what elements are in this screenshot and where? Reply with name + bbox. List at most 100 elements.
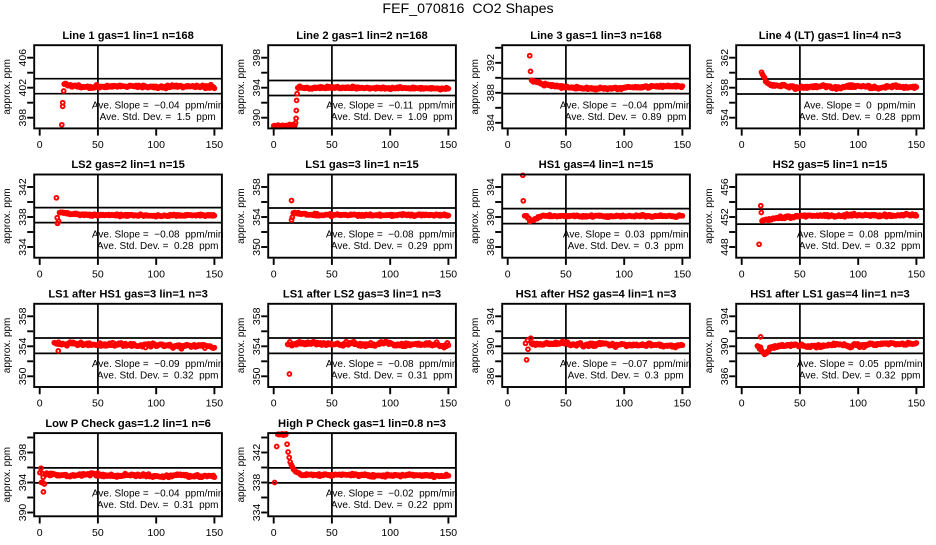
svg-text:354: 354 [251, 208, 263, 226]
svg-text:100: 100 [849, 139, 867, 151]
svg-text:approx. ppm: approx. ppm [470, 318, 481, 374]
svg-text:High P Check gas=1 lin=0.8 n=3: High P Check gas=1 lin=0.8 n=3 [278, 418, 446, 430]
svg-text:50: 50 [794, 398, 806, 410]
svg-text:150: 150 [908, 139, 926, 151]
svg-text:386: 386 [485, 238, 497, 256]
svg-text:Ave. Std. Dev. = 1.5 ppm: Ave. Std. Dev. = 1.5 ppm [100, 112, 216, 123]
svg-text:Ave. Std. Dev. = 0.32 ppm: Ave. Std. Dev. = 0.32 ppm [97, 371, 219, 382]
svg-text:0: 0 [271, 139, 277, 151]
svg-text:334: 334 [251, 504, 263, 522]
svg-text:50: 50 [326, 139, 338, 151]
svg-text:150: 150 [440, 268, 458, 280]
svg-text:150: 150 [206, 268, 224, 280]
svg-text:50: 50 [92, 139, 104, 151]
svg-text:Ave. Std. Dev. = 1.09 ppm: Ave. Std. Dev. = 1.09 ppm [331, 112, 453, 123]
svg-text:Line 4 (LT) gas=1 lin=4 n=3: Line 4 (LT) gas=1 lin=4 n=3 [759, 30, 901, 42]
svg-text:50: 50 [794, 139, 806, 151]
svg-text:100: 100 [849, 268, 867, 280]
svg-text:350: 350 [17, 367, 29, 385]
svg-text:0: 0 [739, 268, 745, 280]
svg-text:392: 392 [485, 54, 497, 72]
svg-text:HS1 after HS2 gas=4 lin=1 n=3: HS1 after HS2 gas=4 lin=1 n=3 [516, 289, 677, 301]
svg-text:358: 358 [251, 307, 263, 325]
svg-text:390: 390 [485, 208, 497, 226]
svg-text:50: 50 [326, 527, 338, 539]
svg-text:0: 0 [505, 398, 511, 410]
svg-text:Ave. Std. Dev. = 0.22 ppm: Ave. Std. Dev. = 0.22 ppm [331, 500, 453, 511]
svg-text:approx. ppm: approx. ppm [470, 59, 481, 115]
svg-text:386: 386 [485, 367, 497, 385]
svg-text:0: 0 [739, 398, 745, 410]
svg-text:Ave. Slope = −0.04 ppm/min: Ave. Slope = −0.04 ppm/min [560, 100, 692, 111]
svg-text:LS1 after HS1 gas=3 lin=1 n=3: LS1 after HS1 gas=3 lin=1 n=3 [48, 289, 208, 301]
svg-text:Line 2 gas=1 lin=2 n=168: Line 2 gas=1 lin=2 n=168 [296, 30, 428, 42]
svg-text:100: 100 [381, 139, 399, 151]
svg-text:approx. ppm: approx. ppm [236, 318, 247, 374]
svg-text:0: 0 [271, 398, 277, 410]
svg-text:150: 150 [440, 139, 458, 151]
svg-text:Ave. Slope = 0.03 ppm/min: Ave. Slope = 0.03 ppm/min [563, 230, 689, 241]
svg-text:150: 150 [206, 398, 224, 410]
svg-text:Line 1 gas=1 lin=1 n=168: Line 1 gas=1 lin=1 n=168 [62, 30, 194, 42]
svg-text:150: 150 [908, 398, 926, 410]
svg-text:approx. ppm: approx. ppm [2, 318, 13, 374]
svg-text:350: 350 [251, 367, 263, 385]
svg-text:100: 100 [615, 139, 633, 151]
svg-text:Ave. Std. Dev. = 0.31 ppm: Ave. Std. Dev. = 0.31 ppm [97, 500, 219, 511]
svg-text:354: 354 [17, 337, 29, 355]
svg-text:456: 456 [719, 178, 731, 196]
svg-text:Ave. Slope = −0.04 ppm/min: Ave. Slope = −0.04 ppm/min [92, 488, 224, 499]
svg-text:Ave. Std. Dev. = 0.32 ppm: Ave. Std. Dev. = 0.32 ppm [799, 241, 921, 252]
svg-text:384: 384 [485, 114, 497, 132]
svg-text:Ave. Slope = −0.09 ppm/min: Ave. Slope = −0.09 ppm/min [92, 359, 224, 370]
svg-text:448: 448 [719, 238, 731, 256]
svg-text:50: 50 [560, 139, 572, 151]
svg-text:50: 50 [326, 268, 338, 280]
svg-text:0: 0 [37, 268, 43, 280]
svg-text:FEF_070816 CO2 Shapes: FEF_070816 CO2 Shapes [382, 1, 553, 17]
svg-text:150: 150 [674, 398, 692, 410]
svg-text:150: 150 [674, 268, 692, 280]
svg-text:150: 150 [908, 268, 926, 280]
svg-text:Ave. Slope = −0.02 ppm/min: Ave. Slope = −0.02 ppm/min [326, 488, 458, 499]
svg-text:approx. ppm: approx. ppm [704, 188, 715, 244]
svg-text:approx. ppm: approx. ppm [236, 447, 247, 503]
svg-text:100: 100 [381, 268, 399, 280]
svg-text:150: 150 [674, 139, 692, 151]
svg-text:LS2 gas=2 lin=1 n=15: LS2 gas=2 lin=1 n=15 [71, 159, 185, 171]
svg-text:HS1 after LS1 gas=4 lin=1 n=3: HS1 after LS1 gas=4 lin=1 n=3 [750, 289, 910, 301]
svg-text:100: 100 [147, 139, 165, 151]
svg-text:390: 390 [719, 337, 731, 355]
svg-text:358: 358 [251, 178, 263, 196]
svg-text:388: 388 [485, 84, 497, 102]
svg-text:Ave. Slope = −0.08 ppm/min: Ave. Slope = −0.08 ppm/min [326, 230, 458, 241]
svg-text:approx. ppm: approx. ppm [236, 59, 247, 115]
svg-text:Ave. Slope = −0.07 ppm/min: Ave. Slope = −0.07 ppm/min [560, 359, 692, 370]
svg-text:100: 100 [381, 527, 399, 539]
svg-text:402: 402 [17, 79, 29, 97]
svg-text:394: 394 [719, 307, 731, 325]
svg-text:50: 50 [794, 268, 806, 280]
svg-text:approx. ppm: approx. ppm [704, 318, 715, 374]
svg-text:0: 0 [37, 398, 43, 410]
svg-text:150: 150 [440, 398, 458, 410]
svg-text:50: 50 [560, 398, 572, 410]
svg-text:approx. ppm: approx. ppm [2, 188, 13, 244]
svg-text:HS2 gas=5 lin=1 n=15: HS2 gas=5 lin=1 n=15 [773, 159, 888, 171]
svg-text:Ave. Slope = 0.05 ppm/min: Ave. Slope = 0.05 ppm/min [797, 359, 923, 370]
svg-text:354: 354 [719, 109, 731, 127]
svg-text:394: 394 [17, 474, 29, 492]
svg-text:390: 390 [251, 109, 263, 127]
svg-text:398: 398 [17, 444, 29, 462]
svg-text:Ave. Std. Dev. = 0.89 ppm: Ave. Std. Dev. = 0.89 ppm [565, 112, 687, 123]
svg-text:50: 50 [326, 398, 338, 410]
svg-text:338: 338 [17, 208, 29, 226]
svg-text:0: 0 [37, 527, 43, 539]
svg-text:100: 100 [381, 398, 399, 410]
svg-text:50: 50 [92, 268, 104, 280]
svg-text:100: 100 [849, 398, 867, 410]
svg-text:394: 394 [251, 79, 263, 97]
svg-text:50: 50 [560, 268, 572, 280]
svg-text:406: 406 [17, 49, 29, 67]
svg-text:LS1 after LS2 gas=3 lin=1 n=3: LS1 after LS2 gas=3 lin=1 n=3 [283, 289, 441, 301]
